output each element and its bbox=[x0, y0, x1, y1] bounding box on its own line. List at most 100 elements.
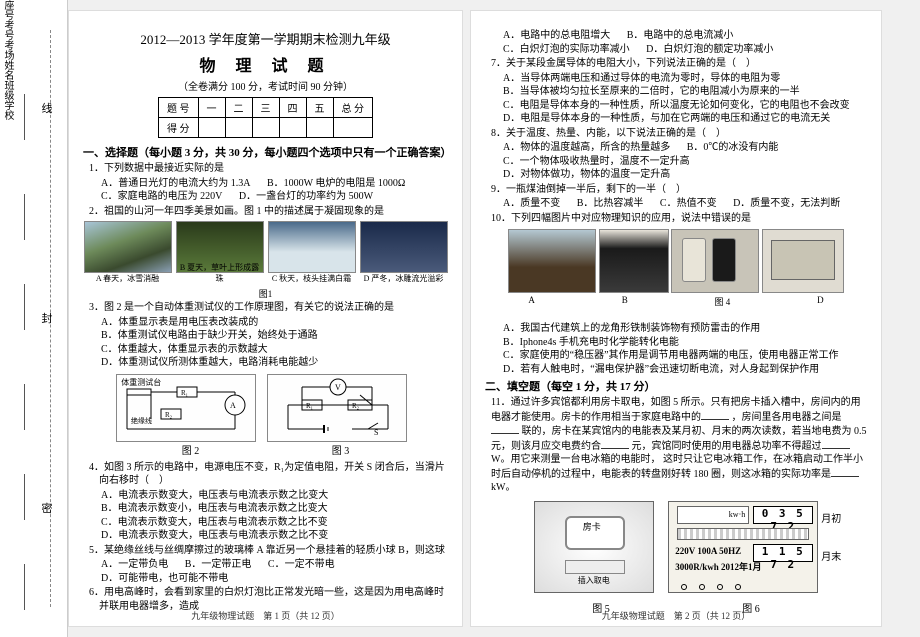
page-1: 2012—2013 学年度第一学期期末检测九年级 物 理 试 题 （全卷满分 1… bbox=[68, 10, 463, 627]
q8-stem: 8．关于温度、热量、内能，以下说法正确的是（ ） bbox=[491, 127, 867, 141]
q8-opts: A．物体的温度越高，所含的热量越多 B．0℃的冰没有内能 C．一个物体吸收热量时… bbox=[503, 141, 867, 182]
q4-c: C．电流表示数变大，电压表与电流表示数之比不变 bbox=[101, 516, 448, 530]
tr-2 bbox=[225, 118, 252, 138]
q9-a: A．质量不变 bbox=[503, 197, 560, 211]
q2-images: A 春天，冰雪消融 B 夏天，草叶上形成露珠 C 秋天，枝头挂满白霜 D 严冬，… bbox=[83, 221, 448, 273]
th-3: 三 bbox=[252, 98, 279, 118]
q11-d: 元，宾馆同时使用的用电器总功率不得超过 bbox=[632, 441, 822, 452]
q1-a: A．普通日光灯的电流大约为 1.3A bbox=[101, 177, 250, 191]
side-school: 学校 bbox=[0, 100, 15, 120]
blank-5 bbox=[831, 467, 859, 477]
th-4: 四 bbox=[279, 98, 306, 118]
q7-a: A．当导体两端电压和通过导体的电流为零时，导体的电阻为零 bbox=[503, 72, 867, 86]
q1-opts: A．普通日光灯的电流大约为 1.3A B．1000W 电炉的电阻是 1000Ω … bbox=[101, 177, 448, 204]
q10-cap-d: D bbox=[817, 295, 824, 308]
side-school-line bbox=[24, 564, 25, 610]
q5-a: A．一定带负电 bbox=[101, 558, 168, 572]
svg-text:绝缘线: 绝缘线 bbox=[131, 416, 152, 425]
side-room: 考场 bbox=[0, 40, 15, 60]
q9-b: B．比热容减半 bbox=[577, 197, 644, 211]
q7-b: B．当导体被均匀拉长至原来的二倍时，它的电阻减小为原来的一半 bbox=[503, 85, 867, 99]
q7-stem: 7．关于某段金属导体的电阻大小，下列说法正确的是（ ） bbox=[491, 57, 867, 71]
side-seat-line bbox=[24, 94, 25, 140]
th-1: 一 bbox=[198, 98, 225, 118]
fig3-svg: V R₁ R₂ S bbox=[268, 375, 408, 443]
page-2: A．电路中的总电阻增大 B．电路中的总电流减小 C．白炽灯泡的实际功率减小 D．… bbox=[470, 10, 882, 627]
meter-rate: 3000R/kwh 2012年1月 bbox=[675, 560, 761, 573]
q9-c: C．热值不变 bbox=[660, 197, 717, 211]
q8-b: B．0℃的冰没有内能 bbox=[687, 141, 779, 155]
q11-body: 11．通过许多宾馆都利用房卡取电，如图 5 所示。只有把房卡插入槽中，房间内的用… bbox=[491, 396, 867, 495]
q2-img-d: D 严冬，冰雕流光溢彩 bbox=[360, 221, 448, 273]
footer-left: 九年级物理试题 第 1 页（共 12 页） bbox=[69, 609, 462, 622]
side-exam: 考号 bbox=[0, 20, 15, 40]
binding-margin: 线 封 密 座号 考号 考场 姓名 班级 学校 bbox=[0, 0, 68, 637]
meter-lbl2: 月末 bbox=[821, 548, 841, 563]
tr-3 bbox=[252, 118, 279, 138]
card-text1: 房卡 bbox=[583, 520, 601, 533]
fig2-svg: R₁ A R₂ 绝缘线 bbox=[117, 375, 257, 443]
q4-b: B．电流表示数变小，电压表与电流表示数之比变大 bbox=[101, 502, 448, 516]
q10-stem: 10．下列四幅图片中对应物理知识的应用，说法中错误的是 bbox=[491, 212, 867, 226]
q4-d: D．电流表示数变大，电压表与电流表示数之比不变 bbox=[101, 529, 448, 543]
q3-figs: 体重测试台 R₁ A R₂ 绝缘线 V bbox=[83, 374, 448, 457]
q10-c: C．家庭使用的“稳压器”其作用是调节用电器两端的电压，使用电器正常工作 bbox=[503, 349, 867, 363]
binding-char-3: 密 bbox=[40, 500, 54, 516]
q10-images: A B 图 4 D bbox=[485, 229, 867, 308]
section-2-title: 二、填空题（每空 1 分，共 17 分） bbox=[485, 378, 867, 394]
q3-b: B．体重测试仪电路由于缺少开关，始终处于通路 bbox=[101, 329, 448, 343]
q8-c: C．一个物体吸收热量时，温度不一定升高 bbox=[503, 155, 690, 169]
q5-stem: 5．某绝缘丝线与丝绸摩擦过的玻璃棒 A 靠近另一个悬挂着的轻质小球 B，则这球 bbox=[89, 544, 448, 558]
q6r-c: C．白炽灯泡的实际功率减小 bbox=[503, 43, 630, 57]
q2-img-b: B 夏天，草叶上形成露珠 bbox=[176, 221, 264, 273]
q10-img-a bbox=[508, 229, 596, 293]
side-name-line bbox=[24, 384, 25, 430]
q5-d: D．可能带电，也可能不带电 bbox=[101, 572, 228, 586]
svg-text:R₂: R₂ bbox=[352, 402, 360, 410]
svg-text:S: S bbox=[374, 428, 378, 437]
q6r-b: B．电路中的总电流减小 bbox=[627, 29, 734, 43]
q11-e: W。用它来测量一台电冰箱的电能时， bbox=[491, 454, 660, 465]
q3-a: A．体重显示表是用电压表改装成的 bbox=[101, 316, 448, 330]
q2-stem: 2．祖国的山河一年四季美景如画。图 1 中的描述属于凝固现象的是 bbox=[89, 205, 448, 219]
q1-b: B．1000W 电炉的电阻是 1000Ω bbox=[267, 177, 405, 191]
q9-d: D．质量不变，无法判断 bbox=[733, 197, 840, 211]
section-1-title: 一、选择题（每小题 3 分，共 30 分，每小题四个选项中只有一个正确答案） bbox=[83, 144, 448, 160]
meter-lbl1: 月初 bbox=[821, 510, 841, 525]
q2-img-c: C 秋天，枝头挂满白霜 bbox=[268, 221, 356, 273]
svg-text:R₁: R₁ bbox=[306, 402, 313, 410]
q4-stem: 4．如图 3 所示的电路中，电源电压不变，R₁为定值电阻，开关 S 闭合后，当滑… bbox=[89, 461, 448, 488]
fig3-cap: 图 3 bbox=[332, 442, 350, 457]
tr-4 bbox=[279, 118, 306, 138]
tr-5 bbox=[306, 118, 333, 138]
q1-d: D．一盏台灯的功率约为 500W bbox=[239, 190, 373, 204]
q3-c: C．体重越大，体重显示表的示数越大 bbox=[101, 343, 448, 357]
q2-img-a: A 春天，冰雪消融 bbox=[84, 221, 172, 273]
q5-c: C．一定不带电 bbox=[268, 558, 335, 572]
q6r-a: A．电路中的总电阻增大 bbox=[503, 29, 610, 43]
q8-d: D．对物体做功，物体的温度一定升高 bbox=[503, 168, 670, 182]
side-seat: 座号 bbox=[0, 0, 15, 20]
side-class-line bbox=[24, 474, 25, 520]
th-5: 五 bbox=[306, 98, 333, 118]
th-2: 二 bbox=[225, 98, 252, 118]
q11-g: kW。 bbox=[491, 482, 515, 493]
footer-right: 九年级物理试题 第 2 页（共 12 页） bbox=[471, 609, 881, 622]
q2-fig-cap: 图1 bbox=[83, 287, 448, 300]
card-text2: 插入取电 bbox=[535, 575, 653, 586]
q6r-d: D．白炽灯泡的额定功率减小 bbox=[646, 43, 773, 57]
q8-a: A．物体的温度越高，所含的热量越多 bbox=[503, 141, 670, 155]
th-0: 题 号 bbox=[159, 98, 199, 118]
side-name: 姓名 bbox=[0, 60, 15, 80]
sub-line: （全卷满分 100 分，考试时间 90 分钟） bbox=[83, 78, 448, 93]
tr-6 bbox=[333, 118, 373, 138]
q10-cap-a: A bbox=[528, 295, 535, 308]
subject-title: 物 理 试 题 bbox=[83, 52, 448, 76]
title-line: 2012—2013 学年度第一学期期末检测九年级 bbox=[83, 29, 448, 48]
blank-1 bbox=[701, 410, 729, 420]
q10-d: D．若有人触电时，“漏电保护器”会迅速切断电流，对人身起到保护作用 bbox=[503, 363, 867, 377]
fig-3-circuit: V R₁ R₂ S bbox=[267, 374, 407, 442]
q9-opts: A．质量不变 B．比热容减半 C．热值不变 D．质量不变，无法判断 bbox=[503, 197, 867, 211]
q10-cap-c: 图 4 bbox=[715, 295, 731, 308]
meter-spec: 220V 100A 50HZ bbox=[675, 546, 741, 556]
